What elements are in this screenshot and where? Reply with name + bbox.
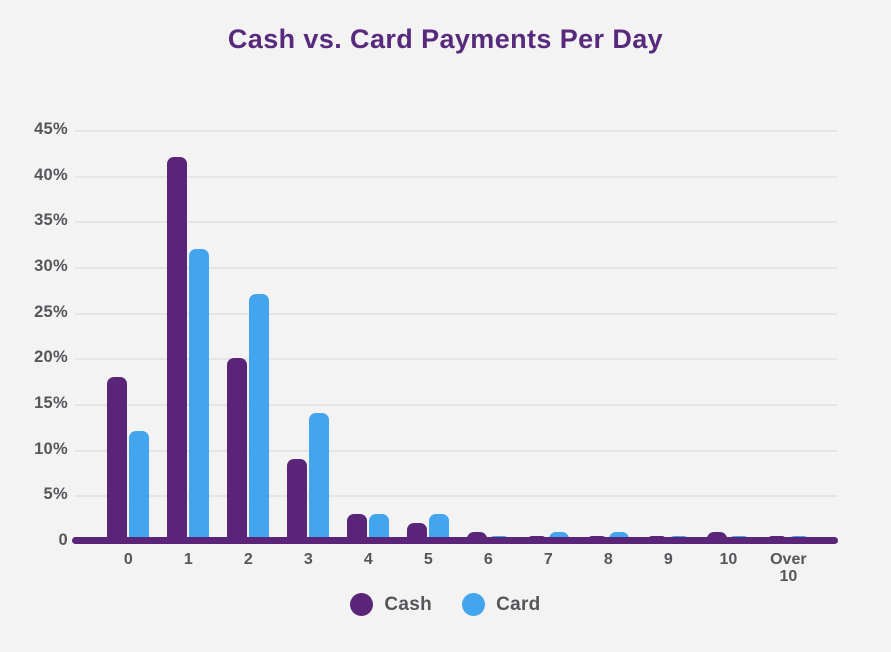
bar-cash-1 [167, 157, 188, 541]
plot-area [75, 130, 837, 541]
x-tick-label-3: 3 [303, 551, 313, 568]
bar-card-7 [549, 531, 570, 541]
x-tick-label-8: 8 [603, 551, 613, 568]
gridline [75, 495, 837, 498]
gridline [75, 449, 837, 452]
bar-group-5 [407, 513, 450, 541]
legend-swatch-card [462, 593, 486, 616]
x-tick-label-6: 6 [483, 551, 493, 568]
bar-cash-2 [227, 358, 248, 541]
bar-cash-4 [347, 513, 368, 541]
x-tick-label-over-10: Over 10 [770, 551, 807, 585]
y-tick-label: 30% [34, 257, 68, 275]
x-tick-label-4: 4 [363, 551, 373, 568]
y-tick-label: 35% [34, 211, 68, 230]
legend: Cash Card [0, 593, 891, 616]
bar-card-2 [249, 294, 270, 541]
gridline [75, 221, 837, 224]
x-tick-label-9: 9 [663, 551, 673, 568]
bar-group-2 [227, 294, 270, 541]
legend-label: Cash [384, 593, 433, 615]
y-tick-label: 15% [34, 394, 68, 412]
legend-swatch-cash [350, 593, 374, 616]
x-tick-label-10: 10 [719, 551, 738, 568]
legend-item-card: Card [462, 593, 541, 616]
bar-card-4 [369, 513, 390, 541]
bar-card-0 [129, 431, 150, 541]
bar-card-3 [309, 413, 330, 541]
bar-cash-3 [287, 458, 308, 541]
y-tick-label: 5% [43, 485, 68, 504]
y-tick-label: 40% [34, 165, 68, 184]
x-tick-label-1: 1 [183, 551, 193, 568]
y-tick-label: 0 [58, 531, 68, 549]
gridline [75, 358, 837, 361]
bar-group-1 [167, 157, 210, 541]
bar-card-5 [429, 513, 450, 541]
x-tick-label-2: 2 [243, 551, 253, 568]
x-tick-label-0: 0 [123, 551, 133, 568]
x-tick-label-7: 7 [543, 551, 553, 568]
legend-label: Card [496, 593, 541, 615]
y-tick-label: 45% [34, 120, 68, 138]
y-tick-label: 10% [34, 439, 68, 458]
gridline [75, 130, 837, 132]
bar-cash-0 [107, 376, 128, 541]
bar-group-0 [107, 376, 150, 541]
bar-group-3 [287, 413, 330, 541]
bar-cash-10 [707, 531, 728, 541]
legend-item-cash: Cash [350, 593, 432, 616]
y-tick-label: 25% [34, 302, 68, 321]
gridline [75, 175, 837, 178]
gridline [75, 267, 837, 269]
gridline [75, 404, 837, 406]
y-tick-label: 20% [34, 348, 68, 367]
bar-group-4 [347, 513, 390, 541]
bar-cash-5 [407, 522, 428, 541]
bar-cash-6 [467, 531, 488, 541]
chart-title: Cash vs. Card Payments Per Day [227, 24, 664, 54]
x-tick-label-5: 5 [423, 551, 433, 568]
bar-card-8 [609, 531, 630, 541]
gridline [75, 312, 837, 315]
x-axis-line [72, 537, 838, 544]
bar-card-1 [189, 248, 210, 541]
